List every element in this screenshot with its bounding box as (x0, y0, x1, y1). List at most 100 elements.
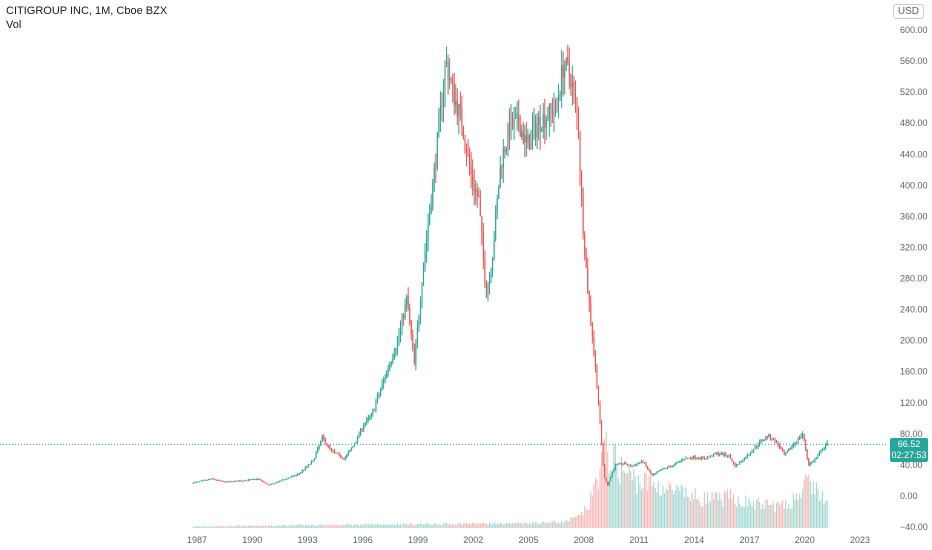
candle-body (383, 379, 385, 384)
candle-body (192, 482, 194, 484)
candle-body (611, 472, 613, 477)
currency-button[interactable]: USD (892, 4, 924, 19)
candle-body (367, 417, 369, 420)
candle-body (389, 363, 391, 369)
volume-bar (375, 523, 377, 528)
volume-bar (610, 469, 612, 528)
candle-body (568, 63, 570, 76)
candle-body (449, 78, 451, 81)
candle-body (665, 468, 667, 470)
volume-bar (315, 525, 317, 528)
candle-body (255, 479, 257, 481)
volume-bar (739, 503, 741, 528)
volume-bar (392, 524, 394, 528)
time-axis[interactable]: 1987 1990 1993 1996 1999 2002 2005 2008 2011 2014… (187, 535, 870, 545)
candle-body (418, 316, 420, 328)
volume-bar (806, 476, 808, 528)
volume-bar (794, 499, 796, 528)
volume-bar (465, 523, 468, 528)
candle-body (608, 480, 610, 486)
candle-body (676, 462, 678, 464)
candle-body (281, 479, 283, 481)
volume-bar (194, 526, 196, 528)
volume-bar (333, 525, 336, 528)
volume-bar (217, 526, 219, 528)
volume-bar (235, 525, 237, 528)
candle-body (588, 292, 590, 303)
candle-body (275, 482, 277, 484)
candle-body (244, 480, 247, 482)
volume-bar (539, 523, 541, 528)
candle-body (263, 481, 265, 483)
volume-bar (688, 497, 690, 528)
volume-bar (439, 525, 441, 528)
candle-body (571, 82, 573, 88)
volume-bar (792, 493, 794, 528)
volume-bar (297, 524, 299, 528)
volume-bar (553, 520, 555, 528)
volume-bar (487, 524, 489, 528)
candle-body (453, 82, 455, 106)
candle-body (200, 480, 202, 482)
x-tick-label: 1996 (353, 535, 373, 545)
price-axis[interactable]: 600.00 560.00 520.00 480.00 440.00 400.00 360.… (900, 25, 928, 532)
candle-body (373, 409, 375, 411)
candle-body (237, 480, 239, 482)
volume-bar (349, 524, 351, 528)
volume-bar (421, 524, 423, 528)
candle-body (404, 303, 406, 318)
candle-body (364, 423, 366, 427)
volume-bar (498, 524, 500, 528)
last-price-badge: 66.52 02:27:53 (890, 438, 928, 463)
candle-body (551, 109, 553, 117)
candle-body (481, 215, 483, 234)
volume-bar (697, 499, 699, 528)
volume-bar (418, 524, 420, 528)
candle-body (809, 463, 811, 466)
candle-body (548, 103, 550, 120)
candle-body (542, 114, 544, 131)
candle-body (752, 449, 755, 452)
candle-body (206, 479, 208, 481)
volume-bar (593, 484, 595, 528)
volume-bar (576, 516, 578, 528)
volume-bar (502, 524, 504, 528)
candle-body (238, 480, 240, 482)
candle-body (303, 469, 305, 471)
volume-bar (396, 523, 398, 528)
candle-body (714, 453, 716, 455)
y-tick-label: 0.00 (900, 491, 918, 501)
x-tick-label: 2011 (629, 535, 648, 545)
candle-body (717, 452, 719, 455)
candle-body (220, 480, 222, 482)
candle-body (634, 465, 636, 467)
volume-bar (455, 524, 457, 528)
volume-bar (424, 523, 426, 528)
candle-body (516, 113, 518, 117)
volume-bar (271, 525, 273, 528)
volume-bar (660, 495, 662, 528)
volume-bar (508, 522, 511, 528)
candle-body (399, 326, 402, 336)
candle-body (232, 481, 234, 483)
candle-body (660, 469, 662, 471)
volume-bar (364, 523, 366, 528)
candle-body (360, 428, 362, 435)
volume-bar (329, 524, 331, 528)
volume-bar (306, 525, 308, 528)
volume-bar (554, 522, 557, 528)
candle-body (737, 464, 739, 466)
candle-body (749, 452, 751, 455)
candle-body (376, 396, 379, 403)
candle-body (518, 113, 520, 126)
candle-body (722, 453, 724, 456)
volume-bar (201, 526, 204, 528)
candle-body (261, 480, 263, 482)
candle-body (703, 457, 705, 459)
candle-body (257, 478, 259, 480)
volume-bar (413, 525, 415, 528)
candle-body (697, 458, 699, 460)
candle-body (335, 452, 337, 454)
volume-bar (533, 522, 535, 528)
